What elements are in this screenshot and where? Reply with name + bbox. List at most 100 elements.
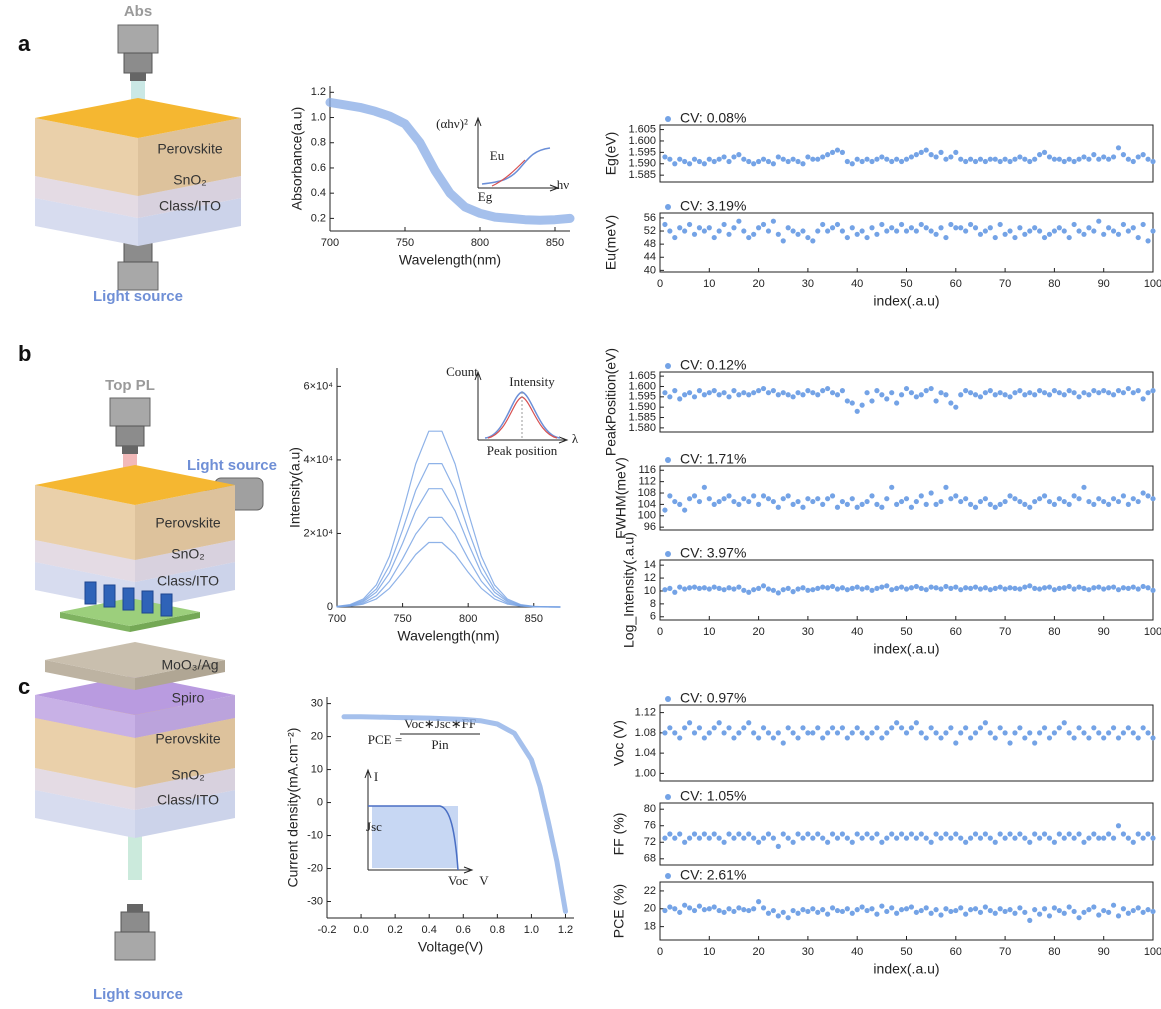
data-point — [810, 835, 816, 841]
data-point — [894, 400, 900, 406]
data-point — [1076, 831, 1082, 837]
data-point — [1066, 501, 1072, 507]
y-tick-label: 10 — [311, 763, 323, 775]
data-point — [790, 907, 796, 914]
data-point — [987, 388, 993, 394]
data-point — [834, 586, 841, 592]
data-point — [1101, 388, 1107, 394]
data-point — [1002, 586, 1008, 592]
data-point — [1027, 158, 1033, 165]
data-point — [800, 161, 806, 167]
data-point — [1037, 496, 1043, 502]
data-point — [977, 156, 984, 162]
data-point — [997, 831, 1003, 837]
data-point — [977, 394, 984, 400]
data-point — [1056, 831, 1062, 837]
data-point — [1076, 584, 1082, 590]
layer-side — [135, 718, 235, 788]
data-point — [918, 907, 924, 914]
data-point — [1022, 392, 1028, 398]
x-tick-label: 50 — [900, 946, 912, 958]
data-point — [785, 493, 791, 499]
data-point — [756, 158, 762, 165]
data-point — [859, 228, 865, 234]
y-tick-label: 0.4 — [311, 187, 326, 199]
data-point — [805, 154, 811, 160]
data-point — [746, 498, 752, 505]
data-point — [1096, 835, 1102, 841]
layer-side — [35, 118, 138, 196]
data-point — [731, 498, 737, 505]
data-point — [1056, 390, 1062, 396]
layer-label: MoO₃/Ag — [161, 657, 218, 673]
data-point — [691, 730, 698, 736]
data-point — [1061, 585, 1067, 591]
x-tick-label: 0 — [657, 626, 663, 638]
data-point — [997, 221, 1003, 228]
y-tick-label: 22 — [644, 885, 656, 897]
annotation: Eu — [490, 148, 505, 163]
data-point — [923, 905, 929, 911]
y-tick-label: 0.6 — [311, 162, 326, 174]
data-point — [1086, 735, 1092, 741]
data-point — [1076, 394, 1082, 400]
data-point — [864, 498, 870, 505]
data-point — [820, 835, 826, 841]
series-line — [336, 541, 561, 608]
legend-label: CV: 1.71% — [680, 451, 746, 467]
panel-label: c — [18, 674, 30, 699]
diagram-label: Light source — [93, 288, 183, 305]
x-tick-label: 60 — [950, 626, 962, 638]
data-point — [1145, 585, 1151, 591]
x-tick-label: 70 — [999, 278, 1011, 290]
data-point — [1017, 498, 1023, 505]
plot-frame — [659, 802, 1154, 866]
objective — [127, 904, 143, 912]
data-point — [992, 392, 998, 398]
data-point — [953, 907, 959, 914]
data-point — [943, 730, 949, 736]
legend-label: CV: 2.61% — [680, 867, 746, 883]
data-point — [1081, 585, 1087, 591]
data-point — [1081, 390, 1087, 396]
data-point — [953, 584, 959, 590]
data-point — [918, 493, 924, 499]
data-point — [913, 909, 919, 915]
data-point — [1130, 584, 1136, 590]
data-point — [923, 835, 929, 841]
data-point — [849, 730, 855, 736]
data-point — [859, 835, 865, 841]
data-point — [1140, 909, 1146, 915]
y-tick-label: 0.2 — [311, 212, 326, 224]
data-point — [1081, 231, 1087, 237]
data-point — [864, 390, 870, 396]
data-point — [751, 906, 757, 912]
data-point — [923, 587, 929, 593]
data-point — [820, 221, 826, 228]
data-point — [795, 735, 801, 741]
data-point — [943, 484, 949, 490]
y-tick-label: 0 — [317, 796, 323, 808]
data-point — [1007, 907, 1013, 913]
data-point — [1076, 156, 1082, 162]
data-point — [1007, 831, 1013, 837]
annotation: Peak position — [487, 443, 558, 458]
data-point — [751, 161, 757, 167]
data-point — [785, 915, 791, 921]
data-point — [1046, 735, 1053, 741]
y-tick-label: 96 — [644, 521, 656, 533]
data-point — [672, 234, 678, 241]
data-point — [775, 231, 781, 237]
y-tick-label: 18 — [644, 921, 656, 933]
x-tick-label: 80 — [1048, 626, 1060, 638]
data-point — [1061, 910, 1067, 916]
data-point — [933, 585, 939, 591]
data-point — [775, 913, 781, 919]
data-point — [785, 225, 791, 231]
data-point — [760, 385, 767, 392]
data-point — [1096, 390, 1102, 396]
data-point — [1130, 225, 1136, 231]
data-point — [864, 735, 870, 741]
data-point — [982, 720, 988, 726]
data-point — [1007, 493, 1013, 499]
